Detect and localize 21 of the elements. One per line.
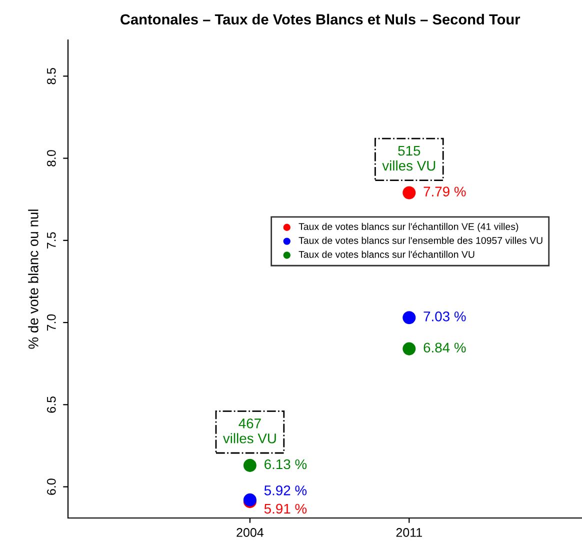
chart-title: Cantonales – Taux de Votes Blancs et Nuls – Second Tour: [120, 14, 520, 25]
data-label: 6.13 %: [264, 459, 307, 470]
x-tick-label: 2011: [396, 528, 422, 537]
y-tick-label: 7.5: [47, 232, 56, 248]
annotation: 515 villes VU: [382, 146, 436, 171]
data-label: 7.03 %: [424, 311, 466, 322]
annotation: 467 villes VU: [222, 418, 276, 444]
y-axis-title: % de vote blanc ou nul: [28, 210, 38, 349]
y-tick-label: 6.0: [46, 478, 56, 495]
y-tick-label: 7.0: [46, 314, 56, 331]
y-tick-label: 8.5: [46, 68, 56, 84]
legend-label: Taux de votes blancs sur l'échantillon VU: [298, 250, 474, 258]
y-tick-label: 6.5: [46, 396, 56, 413]
legend-label: Taux de votes blancs sur l'ensemble des 10957 villes VU: [298, 236, 542, 244]
data-label: 7.79 %: [424, 186, 466, 196]
legend-label: Taux de votes blancs sur l'échantillon VE (41 villes): [298, 222, 518, 232]
data-label: 5.91 %: [264, 504, 307, 514]
data-label: 6.84 %: [424, 342, 466, 353]
x-tick-label: 2004: [236, 528, 264, 537]
y-tick-label: 8.0: [46, 150, 56, 166]
data-label: 5.92 %: [264, 485, 307, 496]
